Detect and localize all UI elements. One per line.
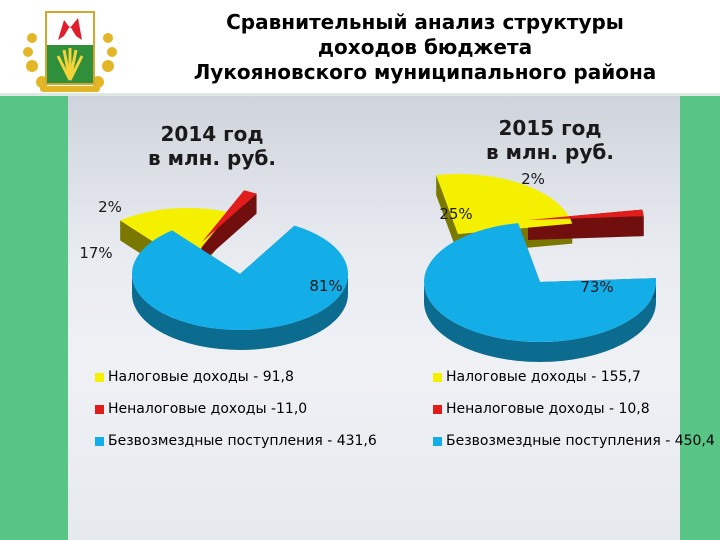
slice-label-gratuitous: 73% xyxy=(580,278,613,296)
slice-wall-gratuitous xyxy=(424,282,656,362)
page-title: Сравнительный анализ структуры доходов б… xyxy=(150,10,700,85)
legend-item-tax-2015: Налоговые доходы - 155,7 xyxy=(433,369,641,385)
legend-item-gratuitous-2014: Безвозмездные поступления - 431,6 xyxy=(95,433,377,449)
slice-edge-tax xyxy=(436,175,458,254)
legend-swatch-tax xyxy=(433,372,442,382)
legend-swatch-tax xyxy=(95,372,104,382)
legend-label: Неналоговые доходы -11,0 xyxy=(108,401,308,417)
slice-nontax xyxy=(202,190,257,242)
legend-swatch-gratuitous xyxy=(433,436,442,446)
slice-label-gratuitous: 81% xyxy=(309,277,342,295)
chart-title-line: 2015 год xyxy=(499,116,602,140)
legend-item-nontax-2014: Неналоговые доходы -11,0 xyxy=(95,401,307,417)
title-line-3: Лукояновского муниципального района xyxy=(193,60,657,84)
chart-title-line: 2014 год xyxy=(161,122,264,146)
slice-wall-gratuitous xyxy=(132,274,348,350)
legend-swatch-nontax xyxy=(95,404,104,414)
legend-item-gratuitous-2015: Безвозмездные поступления - 450,4 xyxy=(433,433,715,449)
slice-label-nontax: 2% xyxy=(521,170,545,188)
slice-gratuitous xyxy=(131,225,348,330)
slice-label-nontax: 2% xyxy=(98,198,122,216)
legend-label: Налоговые доходы - 91,8 xyxy=(108,369,294,385)
legend-label: Безвозмездные поступления - 431,6 xyxy=(108,433,377,449)
slice-nontax xyxy=(528,209,644,220)
coat-of-arms-icon xyxy=(23,11,117,92)
left-decorative-band xyxy=(0,96,68,540)
legend-label: Налоговые доходы - 155,7 xyxy=(446,369,641,385)
header xyxy=(0,0,720,98)
chart-title-line: в млн. руб. xyxy=(148,146,276,170)
legend-label: Безвозмездные поступления - 450,4 xyxy=(446,433,715,449)
slice-label-tax: 25% xyxy=(439,205,472,223)
legend-item-nontax-2015: Неналоговые доходы - 10,8 xyxy=(433,401,650,417)
chart-title-line: в млн. руб. xyxy=(486,140,614,164)
title-line-1: Сравнительный анализ структуры xyxy=(226,10,624,34)
slice-label-tax: 17% xyxy=(79,244,112,262)
slice-edge-nontax xyxy=(202,193,257,262)
slice-tax xyxy=(436,173,573,234)
legend-item-tax-2014: Налоговые доходы - 91,8 xyxy=(95,369,294,385)
legend-swatch-nontax xyxy=(433,404,442,414)
slice-gratuitous xyxy=(424,223,657,343)
right-decorative-band xyxy=(680,96,720,540)
legend-swatch-gratuitous xyxy=(95,436,104,446)
title-line-2: доходов бюджета xyxy=(317,35,533,59)
legend-label: Неналоговые доходы - 10,8 xyxy=(446,401,650,417)
